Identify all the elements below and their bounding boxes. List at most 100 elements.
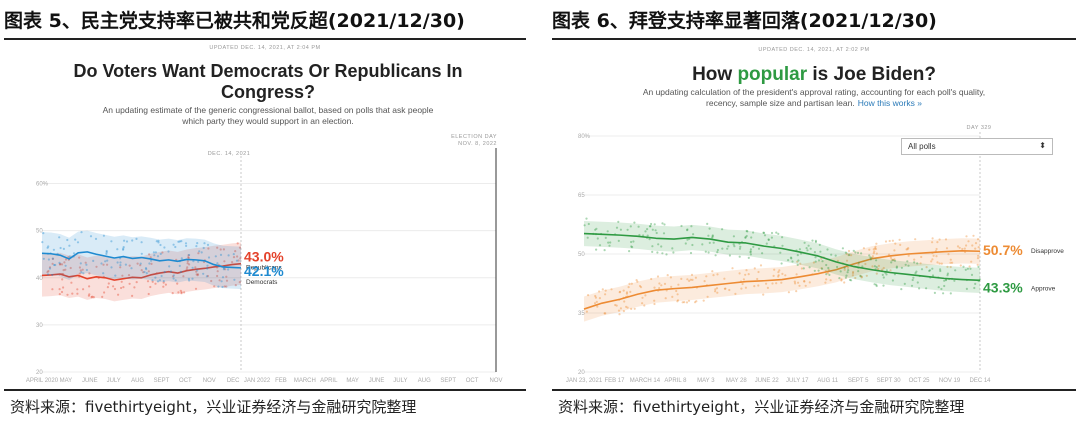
- poll-dot: [850, 254, 853, 257]
- poll-dot: [197, 260, 200, 263]
- poll-dot: [655, 231, 658, 235]
- poll-dot: [237, 259, 240, 262]
- how-this-works-link[interactable]: How this works »: [858, 98, 923, 108]
- poll-dot: [653, 299, 656, 302]
- poll-dot: [191, 277, 194, 280]
- poll-dot: [595, 248, 598, 251]
- poll-dot: [46, 246, 49, 249]
- poll-dot: [79, 269, 82, 272]
- poll-dot: [847, 269, 850, 272]
- poll-dot: [157, 239, 160, 242]
- poll-dot: [663, 282, 667, 285]
- poll-dot: [120, 280, 123, 283]
- poll-dot: [936, 241, 939, 244]
- poll-dot: [106, 286, 109, 289]
- poll-dot: [775, 231, 778, 234]
- x-tick-label: MAY: [346, 378, 359, 384]
- poll-dot: [160, 274, 163, 278]
- x-tick-label: MAY: [60, 378, 73, 384]
- poll-dot: [716, 248, 719, 252]
- poll-dot: [828, 273, 831, 276]
- poll-dot: [714, 254, 717, 257]
- poll-dot: [820, 257, 823, 260]
- poll-dot: [637, 225, 640, 228]
- poll-dot: [749, 250, 752, 253]
- poll-dot: [812, 261, 815, 264]
- poll-dot: [936, 261, 939, 264]
- series-line-approve: [583, 232, 981, 282]
- poll-dot: [873, 283, 876, 286]
- poll-dot: [894, 242, 897, 245]
- poll-dot: [939, 268, 942, 271]
- poll-dot: [604, 293, 607, 296]
- poll-dot: [164, 283, 167, 286]
- poll-dot: [808, 266, 811, 269]
- x-tick-label: APRIL 8: [664, 378, 687, 384]
- poll-dot: [885, 273, 888, 276]
- poll-dot: [641, 302, 644, 305]
- poll-dot: [648, 225, 652, 228]
- poll-dot: [233, 278, 236, 281]
- poll-dot: [197, 252, 200, 255]
- poll-dot: [840, 279, 843, 282]
- poll-dot: [796, 260, 799, 263]
- poll-dot: [78, 256, 81, 259]
- poll-dot: [676, 300, 679, 303]
- poll-dot: [706, 222, 709, 225]
- poll-dot: [868, 248, 871, 251]
- poll-dot: [795, 290, 798, 293]
- poll-dot: [604, 312, 607, 315]
- poll-dot: [787, 291, 790, 294]
- poll-dot: [227, 254, 230, 257]
- poll-dot: [78, 266, 81, 269]
- approval-plot-area: 20 35 50 65 80% JAN 23, 2021 FEB 17 MARCH 14 APR…: [566, 132, 1064, 384]
- poll-dot: [904, 263, 907, 266]
- poll-dot: [840, 278, 843, 281]
- poll-dot: [114, 274, 117, 277]
- poll-dot: [658, 287, 661, 290]
- poll-dot: [808, 281, 811, 284]
- poll-dot: [892, 258, 895, 262]
- poll-dot: [583, 224, 586, 227]
- x-tick-label: SEPT 5: [848, 378, 869, 384]
- poll-dot: [931, 241, 934, 244]
- poll-dot: [799, 262, 802, 265]
- poll-dot: [685, 301, 689, 304]
- poll-dot: [813, 269, 816, 272]
- poll-dot: [846, 271, 849, 274]
- end-value-democrats: 42.1%: [244, 263, 284, 279]
- poll-dot: [935, 255, 938, 258]
- x-tick-label: SEPT 30: [877, 378, 902, 384]
- poll-dot: [771, 282, 774, 285]
- poll-dot: [119, 266, 122, 269]
- series-line-disapprove: [583, 250, 981, 310]
- poll-dot: [638, 233, 641, 237]
- poll-dot: [745, 269, 748, 272]
- poll-dot: [221, 285, 224, 289]
- poll-dot: [970, 260, 973, 263]
- poll-dot: [186, 266, 189, 269]
- poll-dot: [689, 278, 692, 281]
- poll-dot: [585, 217, 588, 220]
- poll-dot: [51, 273, 54, 277]
- updated-timestamp: UPDATED DEC. 14, 2021, AT 2:02 PM: [758, 47, 869, 53]
- poll-dot: [224, 268, 227, 271]
- poll-filter-select[interactable]: All polls ⬍: [901, 138, 1053, 155]
- poll-dot: [42, 257, 45, 260]
- poll-dot: [148, 253, 151, 256]
- poll-dot: [62, 269, 65, 272]
- chart-subtitle-line1: An updating calculation of the president…: [643, 87, 985, 97]
- poll-dot: [607, 241, 610, 244]
- poll-dot: [107, 282, 110, 285]
- poll-dot: [626, 228, 629, 231]
- x-tick-label: SEPT: [440, 378, 456, 384]
- poll-dot: [183, 291, 186, 294]
- poll-dot: [839, 270, 842, 273]
- chart-subtitle-text: recency, sample size and partisan lean.: [706, 98, 855, 108]
- poll-dot: [149, 256, 152, 259]
- poll-dot: [636, 280, 639, 283]
- poll-dot: [848, 253, 851, 257]
- poll-dot: [630, 307, 633, 310]
- poll-dot: [860, 252, 863, 255]
- poll-dot: [171, 292, 174, 295]
